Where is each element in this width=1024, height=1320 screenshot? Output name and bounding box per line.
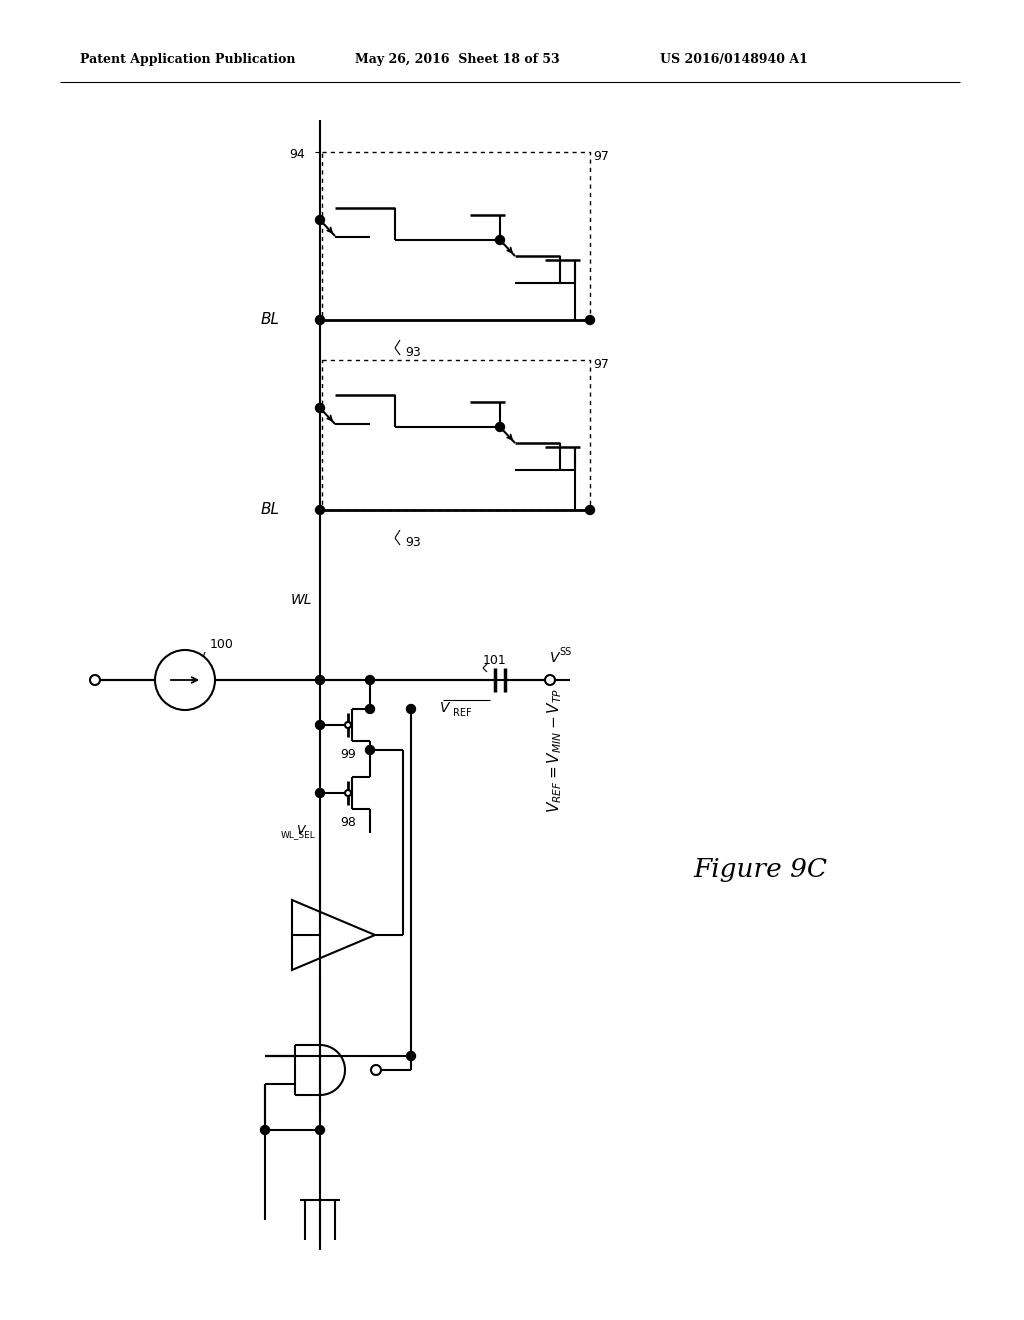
Circle shape — [586, 315, 595, 325]
Circle shape — [155, 649, 215, 710]
Circle shape — [586, 506, 595, 515]
Text: 101: 101 — [483, 653, 507, 667]
Text: $V_{REF}=V_{MIN}-V_{TP}$: $V_{REF}=V_{MIN}-V_{TP}$ — [546, 688, 564, 813]
Text: 97: 97 — [593, 150, 609, 162]
Circle shape — [315, 404, 325, 412]
Circle shape — [407, 705, 416, 714]
Circle shape — [90, 675, 100, 685]
Circle shape — [366, 705, 375, 714]
Circle shape — [315, 788, 325, 797]
Circle shape — [260, 1126, 269, 1134]
Text: Figure 9C: Figure 9C — [693, 858, 827, 883]
Text: BL: BL — [261, 503, 280, 517]
Text: 97: 97 — [593, 358, 609, 371]
Text: 100: 100 — [210, 639, 233, 652]
Text: 98: 98 — [340, 817, 356, 829]
Circle shape — [315, 506, 325, 515]
Circle shape — [371, 1065, 381, 1074]
Text: SS: SS — [559, 647, 571, 657]
Text: BL: BL — [261, 313, 280, 327]
Circle shape — [315, 215, 325, 224]
Text: WL_SEL: WL_SEL — [281, 830, 315, 840]
Circle shape — [315, 1126, 325, 1134]
Circle shape — [315, 315, 325, 325]
Text: US 2016/0148940 A1: US 2016/0148940 A1 — [660, 54, 808, 66]
Text: 93: 93 — [406, 536, 421, 549]
Text: WL: WL — [291, 593, 312, 607]
Circle shape — [407, 1052, 416, 1060]
Text: 94: 94 — [289, 148, 305, 161]
Circle shape — [315, 721, 325, 730]
Text: May 26, 2016  Sheet 18 of 53: May 26, 2016 Sheet 18 of 53 — [355, 54, 560, 66]
Circle shape — [496, 422, 505, 432]
Circle shape — [315, 676, 325, 685]
Text: V: V — [297, 824, 305, 837]
Text: V: V — [550, 651, 559, 665]
Text: 93: 93 — [406, 346, 421, 359]
Circle shape — [366, 676, 375, 685]
Circle shape — [345, 789, 351, 796]
Text: V: V — [440, 701, 450, 715]
Circle shape — [345, 722, 351, 729]
Circle shape — [545, 675, 555, 685]
Circle shape — [366, 746, 375, 755]
Text: 99: 99 — [340, 748, 355, 762]
Circle shape — [496, 235, 505, 244]
Text: REF: REF — [453, 708, 472, 718]
Text: Patent Application Publication: Patent Application Publication — [80, 54, 296, 66]
